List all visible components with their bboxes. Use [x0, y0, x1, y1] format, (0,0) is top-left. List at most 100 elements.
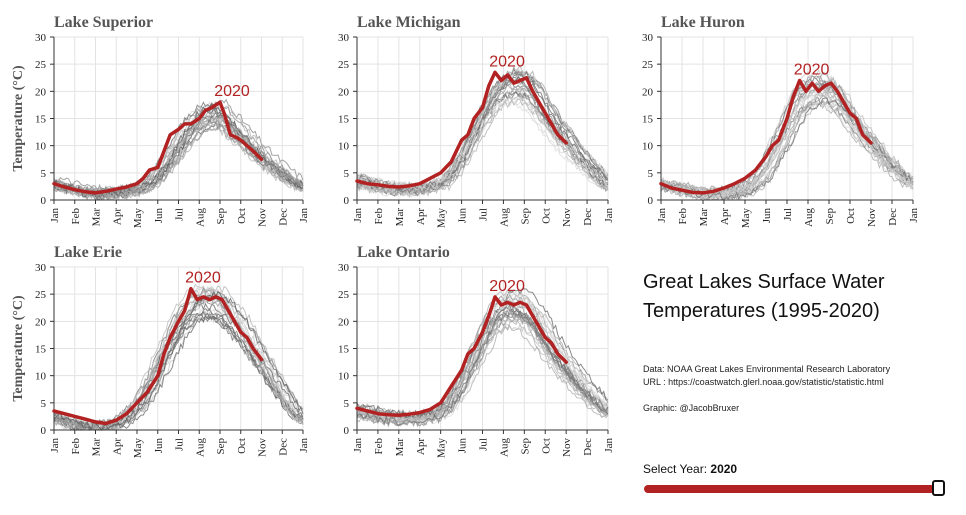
x-tick-label: Sep: [215, 438, 227, 455]
x-tick-label: May: [436, 208, 448, 229]
y-tick-label: 30: [642, 32, 654, 44]
x-tick-label: Apr: [111, 208, 123, 225]
series-2020-label: 2020: [214, 83, 250, 100]
x-tick-label: Nov: [866, 208, 878, 227]
x-tick-label: May: [132, 438, 144, 459]
x-tick-label: Jun: [457, 208, 469, 224]
lake-title: Lake Superior: [54, 14, 153, 31]
x-tick-label: Jan: [603, 438, 615, 453]
history-year-line: [53, 287, 304, 430]
x-tick-label: Oct: [236, 438, 248, 454]
x-tick-label: Jun: [153, 438, 165, 454]
y-tick-label: 25: [642, 59, 654, 71]
lake-title: Lake Ontario: [357, 244, 450, 261]
x-tick-label: Apr: [111, 438, 123, 455]
y-tick-label: 0: [344, 195, 350, 207]
x-tick-label: Jul: [478, 208, 490, 221]
history-year-line: [356, 311, 609, 428]
y-tick-label: 20: [338, 316, 350, 328]
y-tick-label: 20: [35, 86, 47, 98]
x-tick-label: May: [132, 208, 144, 229]
main-title-line2: Temperatures (1995-2020): [643, 300, 880, 322]
y-tick-label: 5: [344, 398, 350, 410]
x-tick-label: Jul: [174, 438, 186, 451]
y-tick-label: 5: [344, 168, 350, 180]
x-tick-label: Feb: [70, 438, 82, 455]
selected-year-value: 2020: [710, 462, 738, 476]
y-tick-label: 10: [35, 371, 47, 383]
history-year-line: [356, 67, 609, 190]
x-tick-label: Feb: [70, 208, 82, 225]
y-tick-label: 25: [35, 289, 47, 301]
x-tick-label: Apr: [415, 438, 427, 455]
y-tick-label: 0: [41, 425, 47, 437]
y-tick-label: 20: [35, 316, 47, 328]
x-tick-label: Feb: [373, 438, 385, 455]
x-tick-label: Feb: [677, 208, 689, 225]
series-2020-line: [355, 70, 568, 189]
history-year-line: [53, 105, 304, 198]
y-tick-label: 25: [338, 59, 350, 71]
lake-title: Lake Erie: [54, 244, 122, 261]
series-2020-label: 2020: [489, 278, 525, 295]
history-year-line: [53, 292, 304, 431]
x-tick-label: Jan: [298, 438, 310, 453]
series-2020-line: [52, 286, 264, 426]
x-tick-label: Jul: [478, 438, 490, 451]
series-2020-label: 2020: [489, 53, 525, 70]
x-tick-label: Aug: [498, 208, 510, 227]
y-tick-label: 5: [41, 398, 47, 410]
y-tick-label: 30: [338, 262, 350, 274]
history-year-line: [356, 98, 609, 199]
x-tick-label: Jun: [761, 208, 773, 224]
graphic-credit: Graphic: @JacobBruxer: [643, 403, 740, 413]
y-tick-label: 30: [35, 32, 47, 44]
lake-title: Lake Michigan: [357, 14, 461, 31]
x-tick-label: Aug: [194, 208, 206, 227]
y-tick-label: 20: [338, 86, 350, 98]
x-tick-label: Oct: [845, 208, 857, 224]
x-tick-label: Sep: [519, 438, 531, 455]
x-tick-label: Aug: [498, 438, 510, 457]
year-slider-track[interactable]: [644, 485, 942, 493]
y-tick-label: 15: [35, 114, 47, 126]
y-tick-label: 25: [35, 59, 47, 71]
x-tick-label: Apr: [415, 208, 427, 225]
series-2020-line: [659, 78, 873, 195]
x-tick-label: Nov: [561, 208, 573, 227]
x-tick-label: Mar: [394, 438, 406, 457]
series-2020-line: [52, 100, 264, 195]
x-tick-label: Oct: [540, 208, 552, 224]
x-tick-label: Nov: [561, 438, 573, 457]
lake-title: Lake Huron: [661, 14, 745, 31]
y-tick-label: 10: [35, 141, 47, 153]
x-tick-label: Jun: [457, 438, 469, 454]
lake-chart-3: 0 5 10 15 20 25 30 Jan Feb Mar Apr May Jun Jul Aug Sep O…: [642, 14, 920, 228]
y-tick-label: 5: [648, 168, 654, 180]
lake-chart-2: 0 5 10 15 20 25 30 Jan Feb Mar Apr May Jun Jul Aug Sep O…: [338, 14, 615, 228]
y-tick-label: 0: [648, 195, 654, 207]
y-tick-label: 15: [642, 114, 654, 126]
y-tick-label: 0: [41, 195, 47, 207]
x-tick-label: Aug: [803, 208, 815, 227]
history-year-line: [660, 101, 914, 200]
x-tick-label: Dec: [582, 438, 594, 456]
y-tick-label: 30: [35, 262, 47, 274]
x-tick-label: Jan: [352, 438, 364, 453]
x-tick-label: Sep: [215, 208, 227, 225]
url-note: URL : https://coastwatch.glerl.noaa.gov/…: [643, 377, 884, 387]
year-slider-thumb[interactable]: [932, 480, 945, 496]
x-tick-label: Dec: [887, 208, 899, 226]
x-tick-label: May: [740, 208, 752, 229]
y-tick-label: 20: [642, 86, 654, 98]
y-axis-label: Temperature (°C): [11, 295, 26, 402]
history-year-line: [53, 111, 304, 197]
x-tick-label: Apr: [719, 208, 731, 225]
x-tick-label: Mar: [698, 208, 710, 227]
lake-chart-1: 0 5 10 15 20 25 30 Jan Feb Mar Apr May Jun Jul Aug Sep O…: [11, 14, 310, 228]
y-tick-label: 0: [344, 425, 350, 437]
x-tick-label: Oct: [540, 438, 552, 454]
y-tick-label: 15: [35, 344, 47, 356]
y-tick-label: 10: [338, 371, 350, 383]
